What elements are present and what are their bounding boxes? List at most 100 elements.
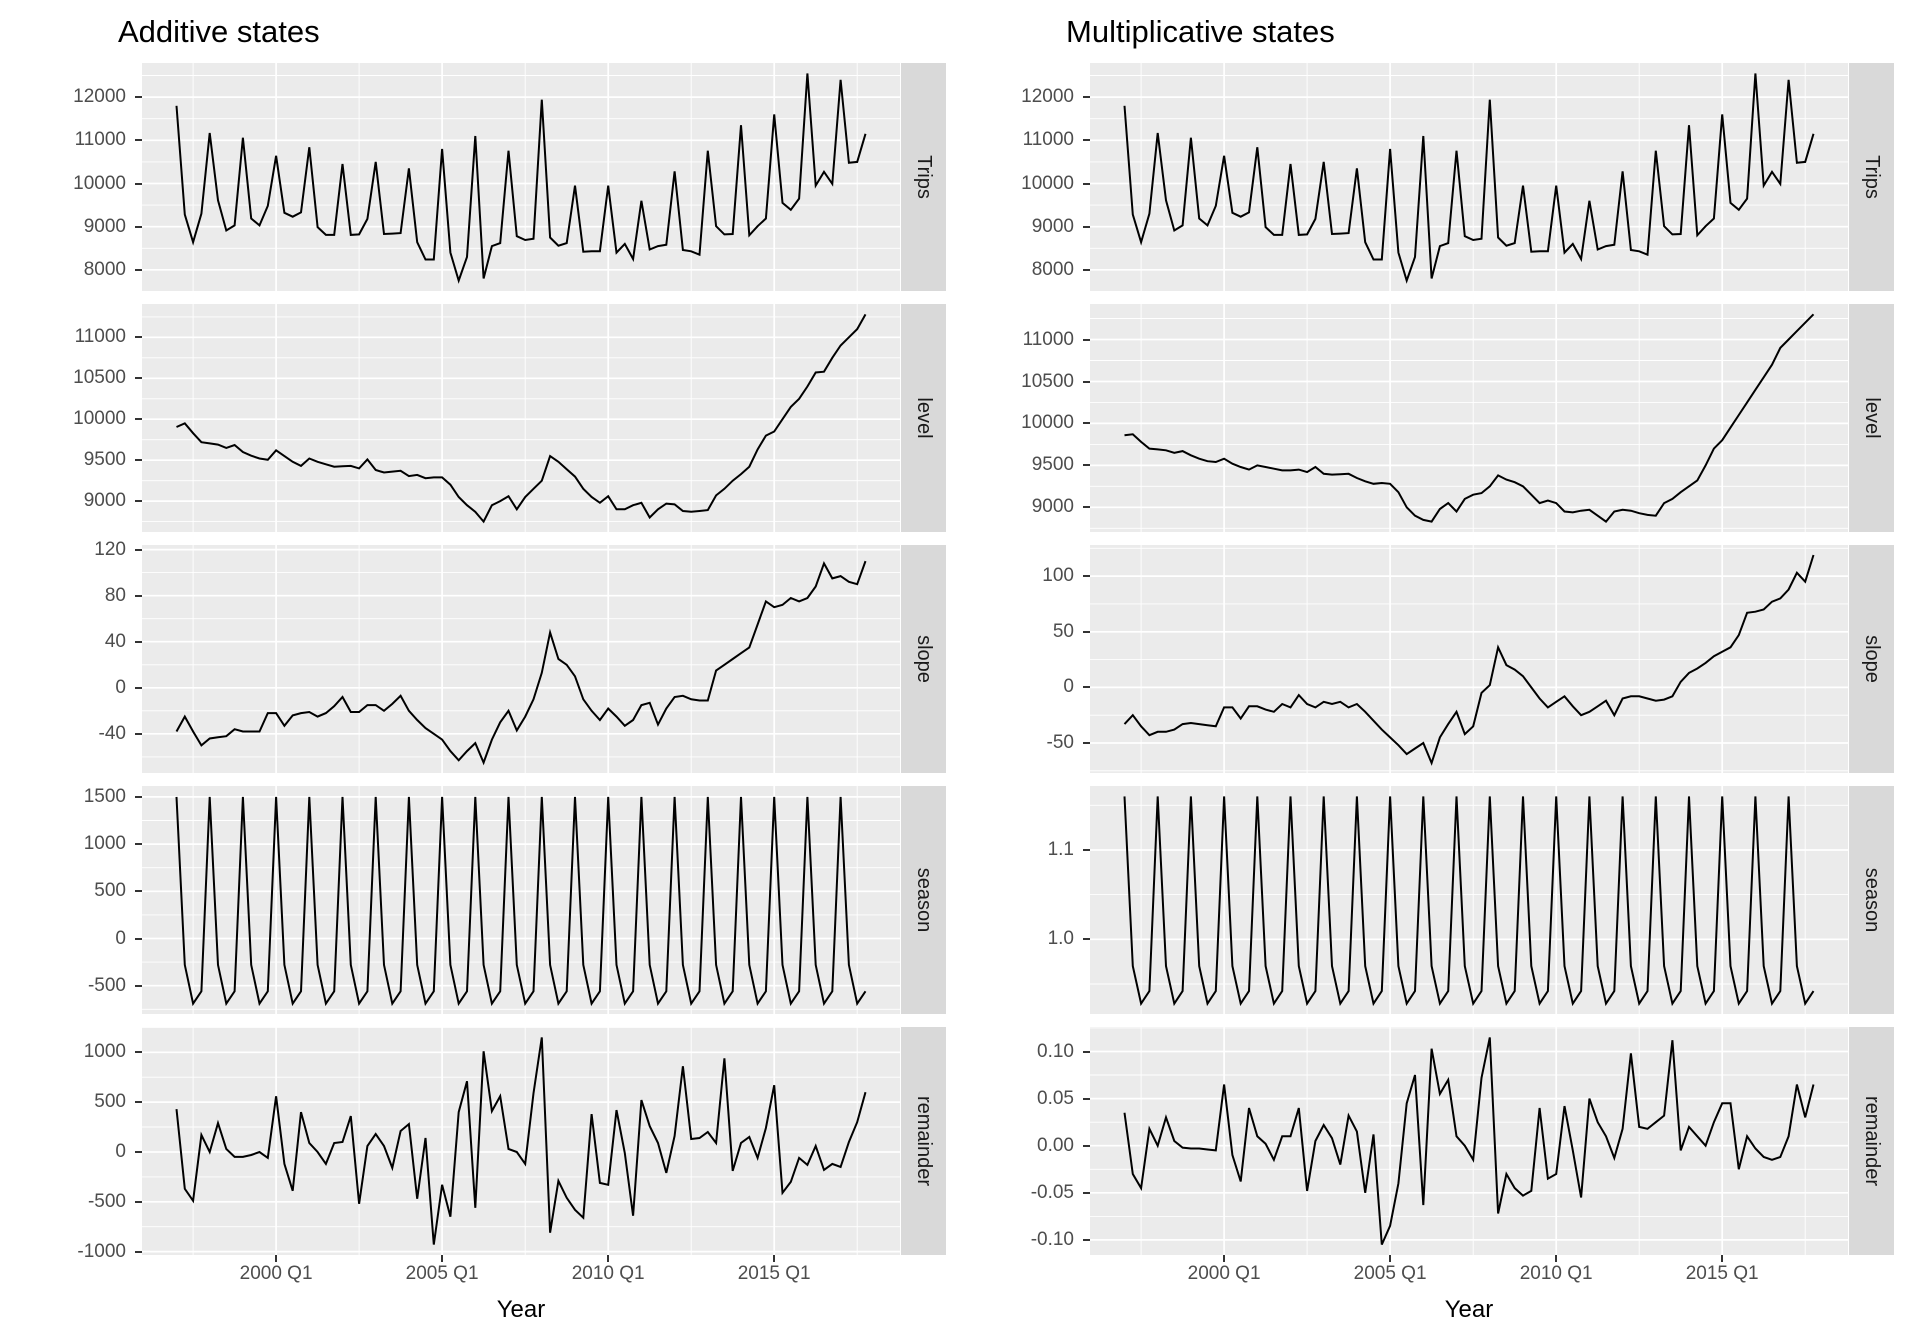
x-tick-label: 2010 Q1 — [1519, 1263, 1593, 1284]
panel-multiplicative-remainder — [1090, 1027, 1848, 1255]
x-tick-mark — [607, 1255, 610, 1262]
y-tick-label: -500 — [87, 1190, 126, 1212]
y-tick-mark — [1083, 575, 1090, 578]
y-tick-label: -50 — [1046, 732, 1074, 753]
y-tick-mark — [1083, 225, 1090, 228]
y-tick-label: 0.05 — [1037, 1087, 1074, 1109]
y-tick-mark — [135, 640, 142, 643]
y-tick-label: 10000 — [73, 408, 126, 430]
y-tick-mark — [135, 1051, 142, 1054]
y-tick-label: 0 — [115, 927, 126, 949]
facet-strip-label: Trips — [1861, 155, 1883, 199]
additive-states-column: Additive states 12000 11000 10000 9000 8000 T… — [0, 0, 948, 1344]
y-tick-label: 10500 — [1021, 370, 1074, 392]
facet-strip-level: level — [901, 304, 946, 532]
y-tick-mark — [135, 1200, 142, 1203]
y-tick-mark — [135, 500, 142, 503]
y-tick-mark — [1083, 182, 1090, 185]
y-tick-mark — [135, 890, 142, 893]
facet-strip-label: season — [1861, 867, 1883, 933]
y-tick-label: -0.10 — [1030, 1228, 1074, 1250]
x-tick-label: 2015 Q1 — [737, 1263, 811, 1284]
facet-strip-remainder: remainder — [1849, 1027, 1894, 1255]
y-tick-mark — [135, 937, 142, 940]
y-tick-label: 10000 — [1021, 172, 1074, 194]
y-tick-label: 9000 — [1031, 496, 1074, 518]
y-tick-mark — [135, 336, 142, 339]
x-tick-mark — [1555, 1255, 1558, 1262]
facet-row-additive-slope: 120 80 40 0 -40 slope — [0, 539, 948, 773]
facet-strip-level: level — [1849, 304, 1894, 532]
y-tick-mark — [1083, 506, 1090, 509]
y-tick-mark — [1083, 849, 1090, 851]
y-tick-label: 50 — [1052, 620, 1074, 642]
facet-row-additive-level: 11000 10500 10000 9500 9000 level — [0, 304, 948, 532]
y-tick-label: 120 — [94, 538, 126, 560]
y-tick-mark — [135, 732, 142, 735]
x-tick-mark — [275, 1255, 278, 1262]
y-tick-mark — [1083, 1238, 1090, 1241]
y-tick-label: 1.0 — [1047, 928, 1074, 950]
y-tick-label: -0.05 — [1030, 1181, 1074, 1203]
facet-row-multiplicative-remainder: 0.10 0.05 0.00 -0.05 -0.10 remainder — [948, 1027, 1896, 1255]
y-tick-mark — [1083, 1097, 1090, 1100]
y-tick-mark — [135, 225, 142, 228]
y-tick-mark — [135, 795, 142, 798]
y-tick-mark — [1083, 938, 1090, 941]
y-tick-label: 100 — [1042, 565, 1074, 587]
y-tick-label: 10000 — [73, 172, 126, 194]
y-tick-mark — [1083, 268, 1090, 271]
chart-title-multiplicative: Multiplicative states — [1066, 14, 1335, 49]
y-tick-label: 500 — [94, 880, 126, 902]
y-tick-mark — [135, 182, 142, 185]
y-tick-label: 0.10 — [1037, 1040, 1074, 1062]
facet-row-multiplicative-slope: 100 50 0 -50 slope — [948, 545, 1896, 773]
y-tick-label: 0 — [115, 676, 126, 698]
facet-strip-label: level — [1861, 397, 1883, 439]
y-tick-label: -1000 — [77, 1240, 126, 1262]
y-tick-label: 11000 — [74, 129, 126, 151]
facet-strip-label: season — [913, 867, 935, 933]
facet-strip-label: slope — [1861, 635, 1883, 683]
panel-additive-Trips — [142, 63, 900, 291]
y-tick-mark — [135, 984, 142, 987]
y-tick-label: 1500 — [83, 785, 126, 807]
y-tick-label: 9000 — [83, 490, 126, 512]
facet-row-additive-remainder: 1000 500 0 -500 -1000 remainder — [0, 1027, 948, 1261]
panel-multiplicative-slope — [1090, 545, 1848, 773]
panel-additive-remainder — [142, 1027, 900, 1255]
x-axis-title-additive: Year — [496, 1296, 546, 1323]
y-tick-mark — [135, 1250, 142, 1253]
y-tick-label: 1.1 — [1047, 839, 1074, 860]
facet-row-additive-Trips: 12000 11000 10000 9000 8000 Trips — [0, 63, 948, 291]
x-axis-title-multiplicative: Year — [1444, 1296, 1494, 1323]
multiplicative-states-column: Multiplicative states 12000 11000 10000 900… — [948, 0, 1896, 1344]
y-tick-label: 9000 — [1031, 215, 1074, 237]
y-tick-mark — [135, 96, 142, 99]
facet-strip-remainder: remainder — [901, 1027, 946, 1255]
y-tick-mark — [135, 548, 142, 551]
y-tick-label: -500 — [87, 974, 126, 996]
y-tick-label: 1000 — [83, 833, 126, 855]
panel-additive-slope — [142, 545, 900, 773]
y-tick-label: 12000 — [73, 86, 126, 108]
y-tick-mark — [1083, 742, 1090, 744]
x-tick-mark — [773, 1255, 776, 1262]
y-tick-label: 40 — [104, 630, 126, 652]
y-tick-mark — [135, 843, 142, 846]
y-tick-mark — [1083, 464, 1090, 467]
y-tick-label: 80 — [104, 584, 126, 606]
panel-multiplicative-season — [1090, 786, 1848, 1014]
y-tick-label: 0 — [115, 1141, 126, 1162]
facet-strip-label: remainder — [913, 1095, 935, 1187]
y-tick-label: 1000 — [83, 1041, 126, 1063]
facet-strip-label: level — [913, 397, 935, 439]
y-tick-mark — [1083, 338, 1090, 341]
facet-strip-slope: slope — [1849, 545, 1894, 773]
x-tick-label: 2000 Q1 — [1187, 1263, 1261, 1284]
x-tick-mark — [1223, 1255, 1226, 1262]
chart-title-additive: Additive states — [118, 14, 320, 49]
y-tick-mark — [135, 139, 142, 142]
facet-row-multiplicative-Trips: 12000 11000 10000 9000 8000 Trips — [948, 63, 1896, 291]
y-tick-label: -40 — [98, 722, 126, 744]
